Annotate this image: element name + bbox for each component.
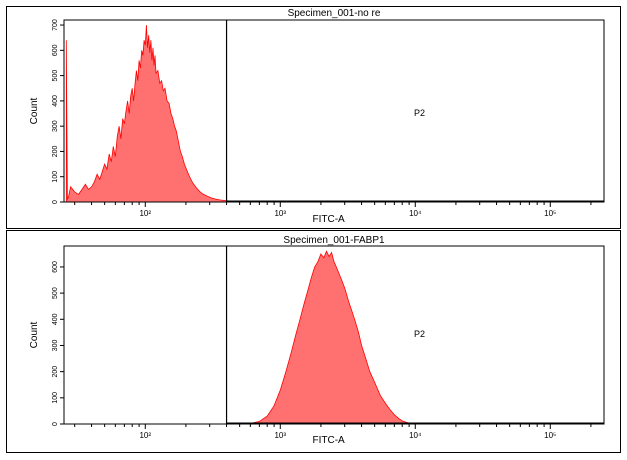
y-tick-label: 700 — [52, 19, 59, 31]
histogram-panel-2: Specimen_001-FABP1 P2 0 100 200 300 400 500 600 C… — [29, 235, 605, 446]
y-tick-label: 200 — [52, 146, 59, 158]
y-tick-label: 600 — [52, 44, 59, 56]
x-tick-label: 10³ — [274, 209, 286, 218]
y-tick-label: 0 — [52, 422, 59, 426]
x-tick-label: 10⁵ — [544, 431, 556, 440]
gate-label: P2 — [414, 108, 425, 118]
gate-label: P2 — [414, 329, 425, 339]
y-tick-label: 200 — [52, 366, 59, 378]
x-tick-label: 10² — [139, 431, 151, 440]
y-tick-label: 500 — [52, 287, 59, 299]
x-tick-label: 10⁴ — [409, 431, 422, 440]
chart-title: Specimen_001-FABP1 — [283, 235, 385, 246]
histogram-area — [65, 25, 362, 203]
y-tick-label: 300 — [52, 120, 59, 132]
y-tick-label: 300 — [52, 340, 59, 352]
y-tick-label: 400 — [52, 313, 59, 325]
y-tick-label: 400 — [52, 95, 59, 107]
panel-frame — [6, 230, 621, 453]
y-tick-label: 0 — [52, 200, 59, 204]
y-axis-title: Count — [29, 97, 40, 124]
plot-area-border — [63, 245, 605, 425]
x-tick-label: 10⁵ — [544, 209, 556, 218]
x-axis-title: FITC-A — [312, 435, 345, 446]
x-tick-label: 10⁴ — [409, 209, 422, 218]
x-axis-title: FITC-A — [312, 214, 345, 225]
y-tick-label: 600 — [52, 261, 59, 273]
y-tick-label: 100 — [52, 171, 59, 183]
panel-frame — [6, 6, 621, 229]
chart-title: Specimen_001-no re — [288, 8, 381, 19]
y-axis-title: Count — [29, 321, 40, 348]
histogram-panel-1: Specimen_001-no re P2 0 100 200 300 400 500 600 7… — [29, 8, 605, 225]
x-tick-label: 10³ — [274, 431, 286, 440]
y-tick-label: 100 — [52, 392, 59, 404]
y-tick-label: 500 — [52, 70, 59, 82]
histogram-area — [249, 250, 421, 425]
plot-area-border — [63, 19, 605, 203]
x-tick-label: 10² — [139, 209, 151, 218]
